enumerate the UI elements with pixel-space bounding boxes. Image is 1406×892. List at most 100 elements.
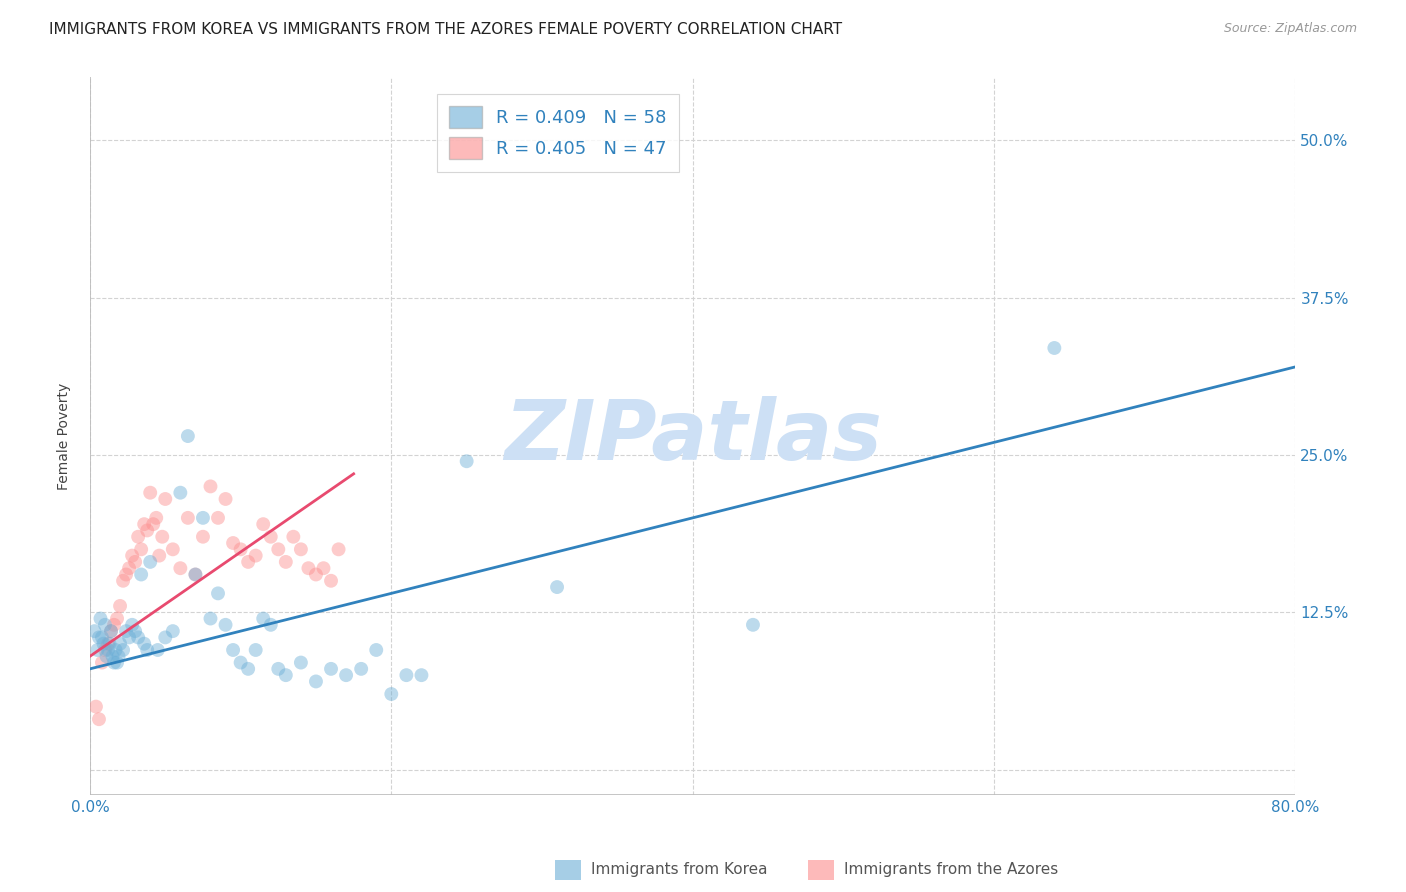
Point [93,637,115,651]
Point [1043,341,1066,355]
Point [177,511,200,525]
Point [127,530,149,544]
Point [222,536,245,550]
Point [191,511,214,525]
Point [107,649,129,664]
Point [142,517,165,532]
Point [108,637,131,651]
Point [260,617,283,632]
Point [335,668,357,682]
Point [112,574,135,588]
Point [214,491,236,506]
Point [177,429,200,443]
Point [222,643,245,657]
Text: Immigrants from the Azores: Immigrants from the Azores [844,863,1057,877]
Point [134,637,156,651]
Point [260,530,283,544]
Point [118,631,141,645]
Point [145,511,167,525]
Point [200,479,222,493]
Point [245,549,267,563]
Point [129,542,152,557]
Point [380,687,402,701]
Point [101,649,124,664]
Point [127,631,149,645]
Point [105,656,128,670]
Point [252,611,274,625]
Point [100,624,122,639]
Point [162,624,184,639]
Point [236,555,259,569]
Point [100,624,122,639]
Point [274,555,297,569]
Point [267,662,290,676]
Point [305,674,328,689]
Point [134,517,156,532]
Point [112,643,135,657]
Point [87,712,110,726]
Point [305,567,328,582]
Point [91,656,114,670]
Point [245,643,267,657]
Point [91,631,114,645]
Point [121,549,143,563]
Point [742,617,765,632]
Point [86,643,108,657]
Point [456,454,478,468]
Legend: R = 0.409   N = 58, R = 0.405   N = 47: R = 0.409 N = 58, R = 0.405 N = 47 [436,94,679,172]
Text: Source: ZipAtlas.com: Source: ZipAtlas.com [1223,22,1357,36]
Point [169,485,191,500]
Point [184,567,207,582]
Point [191,530,214,544]
Point [236,662,259,676]
Point [94,617,117,632]
Point [103,656,125,670]
Point [97,637,120,651]
Point [214,617,236,632]
Point [115,624,138,639]
Point [229,542,252,557]
Point [207,511,229,525]
Point [150,530,173,544]
Point [84,699,107,714]
Point [297,561,319,575]
Point [169,561,191,575]
Point [395,668,418,682]
Point [148,549,170,563]
Point [252,517,274,532]
Point [274,668,297,682]
Point [104,643,127,657]
Point [366,643,388,657]
Point [129,567,152,582]
Point [290,656,312,670]
Point [115,567,138,582]
Point [103,617,125,632]
Point [83,624,105,639]
Point [267,542,290,557]
Point [162,542,184,557]
Point [121,617,143,632]
Point [87,631,110,645]
Point [97,643,120,657]
Point [319,574,342,588]
Point [136,524,159,538]
Point [207,586,229,600]
Y-axis label: Female Poverty: Female Poverty [58,383,72,490]
Point [98,637,121,651]
Point [319,662,342,676]
Point [283,530,305,544]
Point [139,555,162,569]
Point [108,599,131,613]
Point [155,631,177,645]
Point [546,580,568,594]
Point [124,624,146,639]
Point [136,643,159,657]
Point [229,656,252,670]
Point [124,555,146,569]
Point [94,643,117,657]
Point [89,611,111,625]
Point [411,668,433,682]
Point [139,485,162,500]
Point [200,611,222,625]
Point [312,561,335,575]
